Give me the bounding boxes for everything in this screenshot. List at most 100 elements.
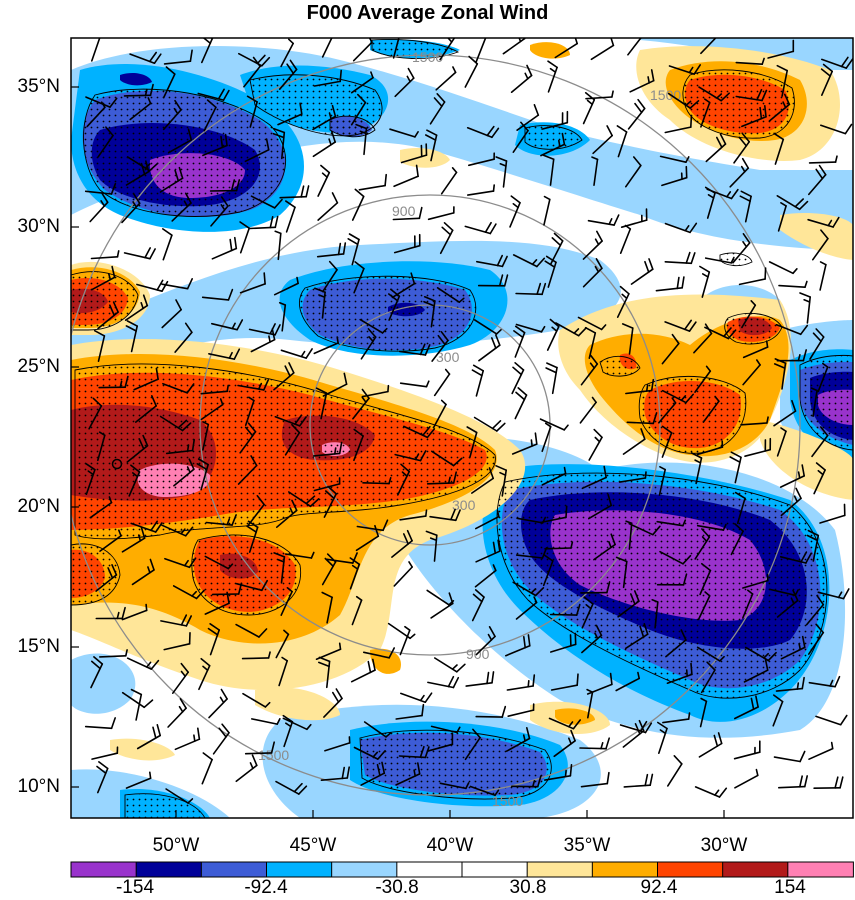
wind-barb-flag (541, 282, 547, 296)
wind-barb-shaft (812, 389, 818, 418)
wind-barb-shaft (204, 602, 230, 615)
wind-barb-flag (514, 361, 525, 371)
wind-barb-flag (299, 102, 303, 115)
wind-barb-flag (407, 67, 415, 79)
wind-barb-shaft (237, 464, 258, 485)
latitude-label: 10°N (17, 776, 60, 797)
wind-barb-flag (563, 424, 569, 431)
wind-barb-flag (228, 351, 233, 359)
wind-barb-shaft (475, 715, 504, 718)
wind-barb-flag (391, 27, 401, 32)
wind-barb-flag (804, 280, 808, 289)
wind-barb-shaft (817, 366, 829, 393)
wind-barb-flag (839, 714, 848, 726)
wind-barb-flag (718, 787, 728, 798)
wind-barb-shaft (239, 227, 250, 254)
wind-barb-flag (133, 193, 141, 205)
wind-barb-shaft (235, 623, 260, 638)
wind-barb-shaft (99, 654, 127, 658)
wind-barb-flag (530, 439, 533, 447)
wind-barb-shaft (542, 560, 554, 587)
wind-barb-flag (704, 186, 716, 194)
wind-barb-flag (282, 714, 294, 723)
wind-barb-flag (143, 699, 154, 709)
wind-barb-shaft (776, 430, 787, 457)
wind-barb-shaft (321, 38, 333, 58)
colorbar-label: 92.4 (640, 877, 678, 898)
wind-barb-shaft (123, 94, 152, 97)
wind-barb-flag (424, 344, 431, 356)
wind-barb-flag (220, 135, 224, 149)
wind-barb-shaft (516, 114, 540, 131)
wind-barb-shaft (174, 331, 193, 353)
wind-barb-shaft (475, 38, 487, 63)
wind-barb-shaft (436, 286, 461, 304)
wind-barb-flag (376, 749, 386, 760)
wind-barb-flag (716, 93, 723, 99)
wind-barb-flag (306, 723, 312, 731)
ring-label-1500-lower-left: 1500 (258, 747, 289, 763)
wind-barb-flag (800, 551, 808, 563)
wind-barb-flag (437, 334, 446, 346)
wind-barb-flag (471, 369, 483, 377)
wind-barb-flag (530, 587, 537, 594)
wind-barb-flag (200, 657, 211, 667)
wind-barb-shaft (88, 405, 103, 430)
wind-barb-flag (440, 399, 447, 406)
latitude-label: 30°N (17, 216, 60, 237)
wind-barb-shaft (200, 390, 228, 395)
wind-barb-flag (419, 450, 427, 462)
wind-barb-flag (472, 593, 483, 603)
wind-barb-flag (600, 324, 607, 331)
wind-barb-flag (650, 378, 655, 392)
wind-barb-shaft (90, 255, 119, 260)
wind-barb-flag (651, 525, 661, 536)
wind-barb-flag (832, 216, 840, 228)
wind-barb-shaft (281, 304, 287, 332)
wind-barb-flag (226, 591, 230, 605)
colorbar-swatch (591, 861, 659, 878)
wind-barb-flag (318, 656, 331, 663)
wind-barb-flag (202, 420, 210, 426)
calm-wind-marker (111, 458, 123, 470)
wind-barb-flag (547, 60, 558, 69)
wind-barb-flag (448, 592, 454, 605)
wind-barb-flag (108, 496, 113, 504)
wind-barb-shaft (586, 691, 594, 719)
wind-barb-flag (773, 363, 786, 369)
wind-barb-flag (220, 196, 229, 207)
wind-barb-shaft (628, 327, 634, 355)
colorbar-swatch (266, 861, 333, 878)
wind-barb-shaft (362, 651, 391, 659)
wind-barb-shaft (470, 477, 495, 494)
wind-barb-flag (337, 242, 342, 256)
wind-barb-shaft (700, 669, 716, 694)
wind-barb-flag (418, 206, 423, 220)
wind-barb-shaft (162, 73, 176, 99)
wind-barb-flag (798, 642, 802, 651)
wind-barb-flag (553, 232, 564, 242)
wind-barb-shaft (129, 102, 152, 121)
wind-barb-flag (277, 558, 285, 563)
wind-barb-flag (522, 734, 526, 742)
wind-barb-flag (797, 353, 801, 362)
colorbar-swatch (787, 861, 854, 878)
wind-barb-flag (704, 323, 713, 335)
wind-barb-flag (96, 765, 107, 775)
wind-barb-flag (361, 396, 367, 404)
wind-barb-flag (116, 250, 120, 258)
wind-barb-shaft (280, 590, 293, 617)
wind-barb-flag (594, 238, 600, 246)
wind-barb-flag (497, 539, 501, 553)
wind-barb-shaft (275, 633, 290, 659)
wind-barb-flag (491, 127, 500, 139)
wind-barb-flag (821, 362, 829, 368)
wind-barb-flag (495, 464, 508, 472)
wind-barb-shaft (464, 736, 481, 761)
wind-barb-shaft (387, 622, 411, 640)
wind-barb-flag (252, 56, 261, 68)
wind-barb-shaft (389, 128, 416, 138)
wind-barb-shaft (628, 522, 654, 536)
wind-barb-flag (492, 541, 497, 555)
wind-barb-shaft (426, 743, 454, 753)
